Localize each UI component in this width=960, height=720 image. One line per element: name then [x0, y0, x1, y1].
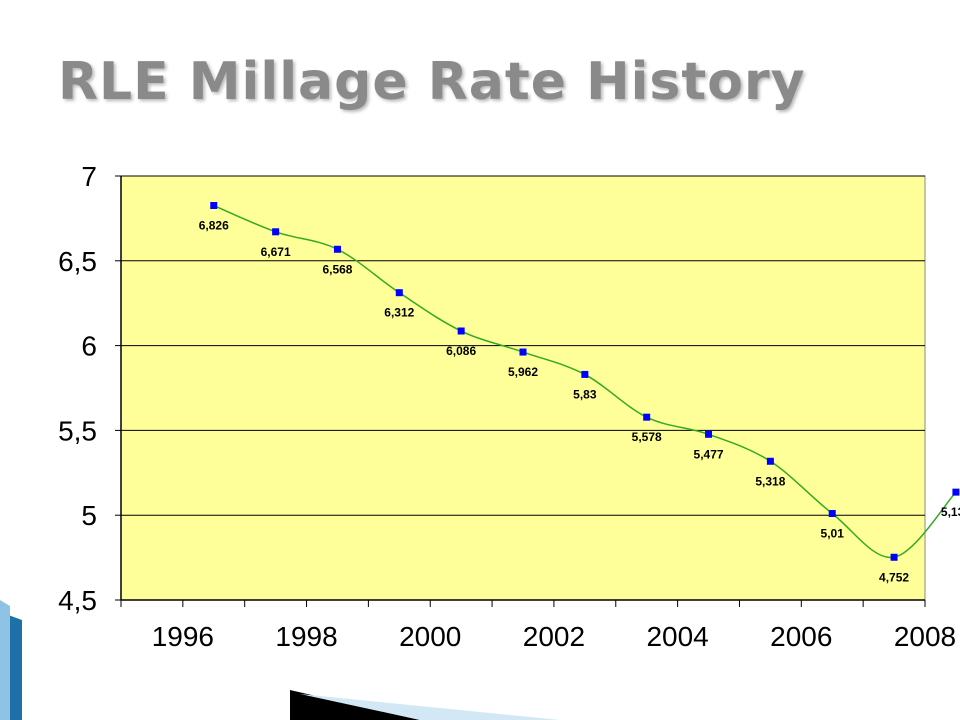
x-tick-label: 1996 — [152, 621, 214, 652]
y-tick-label: 4,5 — [58, 585, 97, 616]
bottom-wedge-light — [300, 694, 560, 720]
corner-band-light — [0, 600, 10, 720]
x-tick-label: 2006 — [770, 621, 832, 652]
data-label: 5,136 — [941, 505, 960, 519]
data-label: 6,086 — [446, 344, 476, 358]
slide-title: RLE Millage Rate History — [58, 52, 806, 112]
x-tick-label: 1998 — [275, 621, 337, 652]
data-label: 6,568 — [322, 262, 352, 276]
data-point — [766, 457, 774, 465]
data-label: 5,01 — [821, 527, 845, 541]
x-tick-label: 2002 — [523, 621, 585, 652]
data-point — [581, 370, 589, 378]
x-tick-label: 2000 — [399, 621, 461, 652]
y-tick-label: 5 — [81, 500, 97, 531]
data-label: 6,671 — [261, 245, 291, 259]
plot-area — [120, 175, 926, 601]
data-point — [643, 413, 651, 421]
data-point — [828, 510, 836, 518]
data-label: 5,318 — [755, 474, 785, 488]
y-tick-label: 6 — [81, 331, 97, 362]
x-tick-label: 2008 — [894, 621, 956, 652]
data-point — [890, 553, 898, 561]
y-tick-label: 6,5 — [58, 246, 97, 277]
data-point — [519, 348, 527, 356]
data-point — [210, 202, 218, 210]
y-tick-label: 7 — [81, 161, 97, 192]
data-label: 6,312 — [384, 306, 414, 320]
data-point — [333, 245, 341, 253]
x-tick-label: 2004 — [646, 621, 708, 652]
data-point — [272, 228, 280, 236]
data-point — [457, 327, 465, 335]
data-label: 6,826 — [199, 219, 229, 233]
data-label: 5,83 — [573, 387, 597, 401]
data-label: 5,962 — [508, 365, 538, 379]
data-point — [952, 488, 960, 496]
data-point — [705, 430, 713, 438]
y-tick-label: 5,5 — [58, 415, 97, 446]
data-label: 5,578 — [632, 430, 662, 444]
data-label: 5,477 — [694, 447, 724, 461]
data-point — [395, 289, 403, 297]
data-label: 4,752 — [879, 570, 909, 584]
